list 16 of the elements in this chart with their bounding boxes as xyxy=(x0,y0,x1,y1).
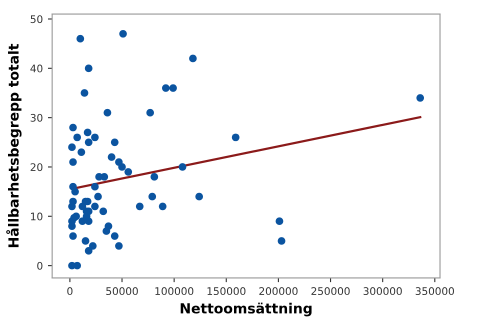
y-tick-label: 20 xyxy=(30,163,42,172)
x-tick-label: 150000 xyxy=(208,287,246,296)
x-tick-label: 350000 xyxy=(416,287,454,296)
x-tick-label: 250000 xyxy=(311,287,350,296)
x-tick-label: 300000 xyxy=(364,287,402,296)
x-tick-label: 0 xyxy=(67,287,73,296)
x-tick-label: 100000 xyxy=(155,287,194,296)
x-tick-label: 50000 xyxy=(106,287,138,296)
y-tick-label: 30 xyxy=(30,114,42,122)
y-tick-label: 10 xyxy=(31,212,42,220)
y-axis-title: Hållbarhetsbegrepp totalt xyxy=(6,44,22,248)
y-tick-label: 40 xyxy=(30,64,42,72)
y-tick-label: 0 xyxy=(37,262,42,270)
x-tick-label: 200000 xyxy=(259,287,298,296)
y-tick-label: 50 xyxy=(30,15,42,24)
x-axis-title: Nettoomsättning xyxy=(180,302,312,316)
